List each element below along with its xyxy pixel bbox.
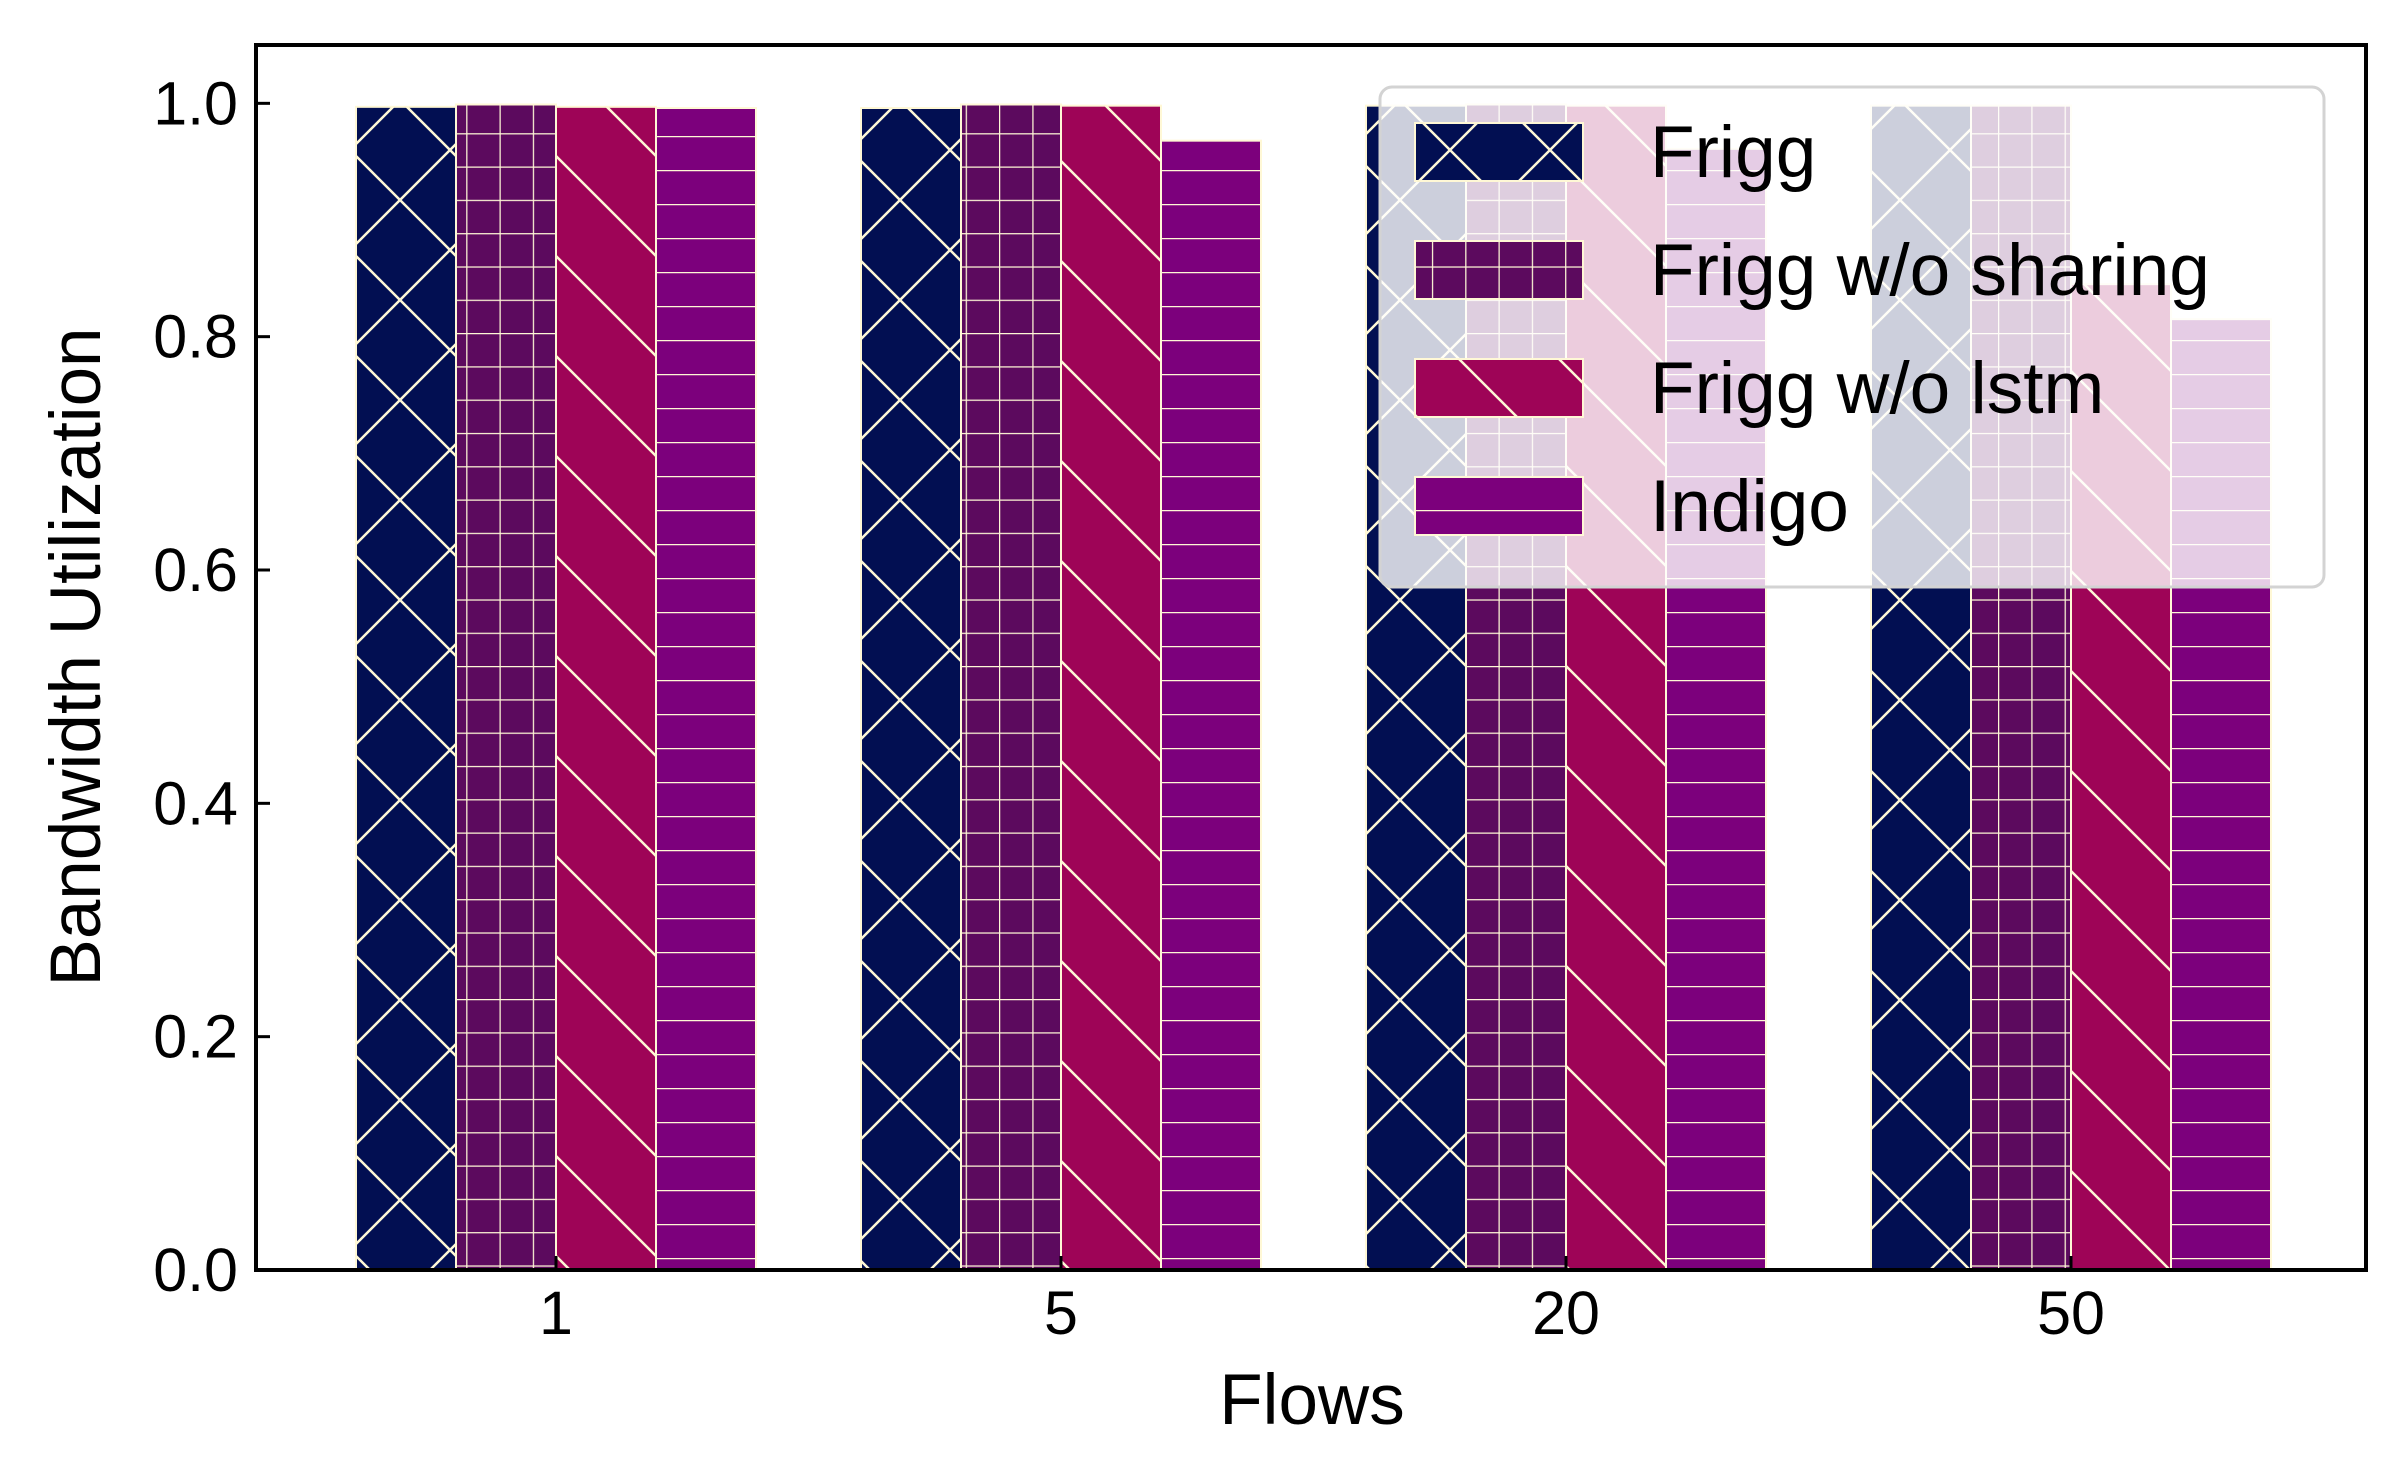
x-tick-label: 20 [1532, 1279, 1600, 1347]
y-tick-label: 0.0 [153, 1236, 238, 1304]
plot-frame [254, 43, 2368, 1272]
legend-label: Frigg w/o sharing [1650, 230, 2210, 311]
x-tick-label: 1 [539, 1279, 573, 1347]
legend-label: Indigo [1650, 466, 1849, 547]
y-tick-label: 0.8 [153, 303, 238, 371]
bar-frigg-flows-1 [355, 105, 457, 1271]
x-tick-label: 5 [1044, 1279, 1078, 1347]
legend-box [1378, 85, 2326, 589]
x-tick-label: 50 [2037, 1279, 2105, 1347]
y-axis: 0.0 0.2 0.4 0.6 0.8 1.0 [153, 69, 270, 1304]
legend-swatch [1414, 358, 1584, 418]
legend-swatch [1414, 240, 1584, 300]
bar-frigg-w-o-lstm-flows-5 [1060, 104, 1162, 1272]
x-axis: 1 5 20 50 [539, 1256, 2105, 1347]
y-tick-label: 0.2 [153, 1003, 238, 1071]
legend-label: Frigg w/o lstm [1650, 348, 2104, 429]
bar-frigg-w-o-sharing-flows-1 [455, 103, 557, 1271]
bars-group [355, 103, 2272, 1272]
y-tick-label: 1.0 [153, 69, 238, 137]
legend: Frigg Frigg w/o sharing Frigg w/o lstm Indi… [1378, 85, 2326, 589]
y-tick-label: 0.4 [153, 769, 238, 837]
y-axis-title: Bandwidth Utilization [37, 327, 116, 986]
legend-swatch [1414, 122, 1584, 182]
bar-frigg-w-o-sharing-flows-5 [960, 103, 1062, 1271]
x-axis-title: Flows [1219, 1361, 1404, 1440]
bar-frigg-flows-5 [860, 107, 962, 1271]
bar-frigg-w-o-lstm-flows-1 [555, 105, 657, 1271]
bar-indigo-flows-1 [655, 107, 757, 1271]
y-tick-label: 0.6 [153, 536, 238, 604]
legend-swatch [1414, 476, 1584, 536]
legend-label: Frigg [1650, 112, 1816, 193]
bar-indigo-flows-5 [1160, 139, 1262, 1272]
